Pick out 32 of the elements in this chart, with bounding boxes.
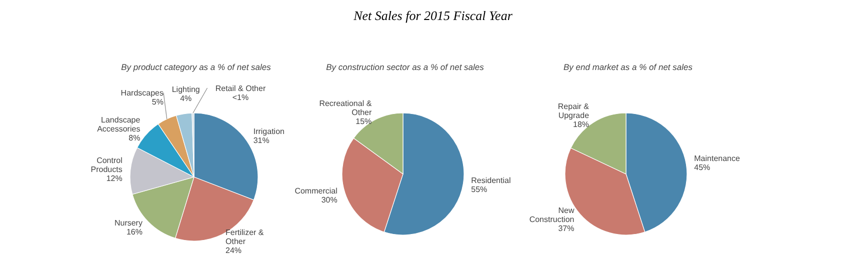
data-label: 55% [471,184,488,194]
slice-label: Irrigation [253,127,284,136]
data-label: 12% [106,174,122,184]
data-label: 18% [573,120,590,130]
slice-label: Residential [471,176,511,185]
data-label: 15% [356,117,372,126]
slice-label: Hardscapes [120,88,164,98]
data-label: 24% [226,246,242,256]
data-label: 5% [152,98,164,107]
slice-label: Recreational & Other [319,99,372,118]
data-label: 30% [321,195,338,204]
slice-label: Lighting [172,84,200,94]
slice-label: Retail & Other [215,84,266,94]
slice-label: Landscape Accessories [97,116,141,134]
data-label: 8% [128,134,140,143]
chart-subtitle: By product category as a % of net sales [121,62,272,72]
chart-title: Net Sales for 2015 Fiscal Year [352,8,514,23]
data-label: 31% [253,136,270,146]
chart-subtitle: By end market as a % of net sales [564,62,694,72]
chart-subtitle: By construction sector as a % of net sales [326,62,485,72]
data-label: 4% [180,94,192,103]
data-label: 37% [558,224,574,234]
data-label: 16% [126,227,142,236]
data-label: 45% [694,163,710,172]
slice-label: Maintenance [694,154,741,164]
data-label: <1% [232,93,249,102]
slice-label: Repair & Upgrade [558,102,590,120]
slice-label: Nursery [114,218,142,228]
slice-label: Commercial [294,186,338,196]
slice-label: Control Products [90,156,123,174]
slice-label: New Construction [529,206,574,224]
slice-label: Fertilizer & Other [226,228,264,246]
